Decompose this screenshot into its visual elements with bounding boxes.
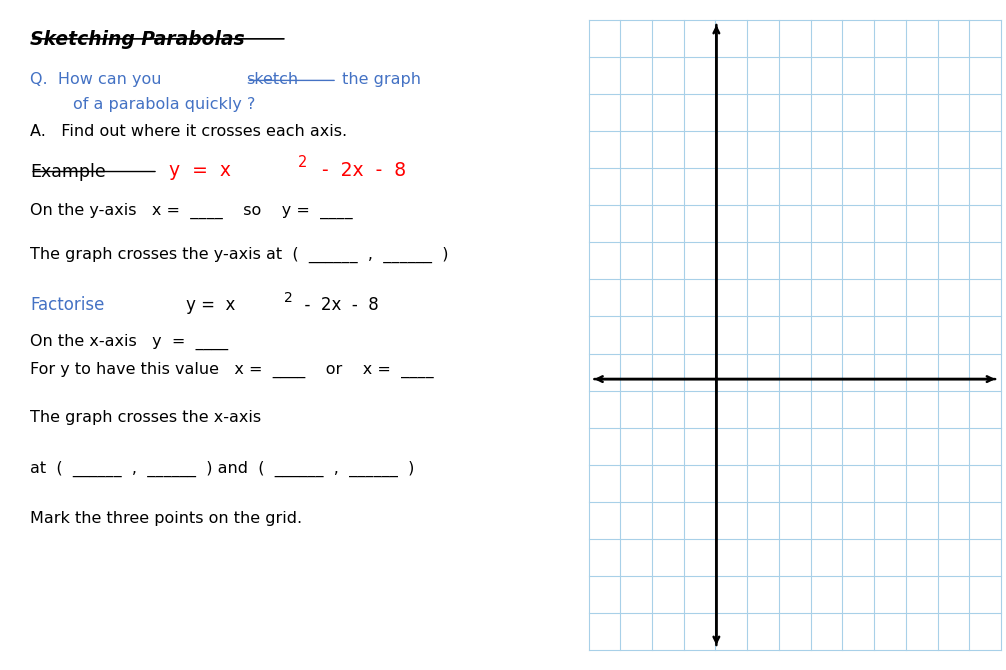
Text: -  2x  -  8: - 2x - 8 bbox=[294, 296, 378, 314]
Text: 2: 2 bbox=[284, 291, 293, 305]
Text: On the y-axis   x =  ____    so    y =  ____: On the y-axis x = ____ so y = ____ bbox=[30, 203, 353, 219]
Text: Example: Example bbox=[30, 163, 106, 181]
Text: at  (  ______  ,  ______  ) and  (  ______  ,  ______  ): at ( ______ , ______ ) and ( ______ , __… bbox=[30, 461, 414, 477]
Text: the graph: the graph bbox=[337, 72, 421, 86]
Text: On the x-axis   y  =  ____: On the x-axis y = ____ bbox=[30, 334, 228, 350]
Text: sketch: sketch bbox=[246, 72, 299, 86]
Text: Sketching Parabolas: Sketching Parabolas bbox=[30, 30, 244, 49]
Text: Q.  How can you: Q. How can you bbox=[30, 72, 167, 86]
Text: 2: 2 bbox=[298, 155, 307, 170]
Text: Factorise: Factorise bbox=[30, 296, 105, 314]
Text: A.   Find out where it crosses each axis.: A. Find out where it crosses each axis. bbox=[30, 124, 347, 139]
Text: The graph crosses the x-axis: The graph crosses the x-axis bbox=[30, 410, 262, 425]
Text: The graph crosses the y-axis at  (  ______  ,  ______  ): The graph crosses the y-axis at ( ______… bbox=[30, 247, 449, 263]
Text: Mark the three points on the grid.: Mark the three points on the grid. bbox=[30, 511, 303, 525]
Text: y =  x: y = x bbox=[186, 296, 235, 314]
Text: -  2x  -  8: - 2x - 8 bbox=[310, 161, 406, 180]
Text: y  =  x: y = x bbox=[169, 161, 231, 180]
Text: of a parabola quickly ?: of a parabola quickly ? bbox=[73, 97, 256, 112]
Text: For y to have this value   x =  ____    or    x =  ____: For y to have this value x = ____ or x =… bbox=[30, 362, 434, 378]
